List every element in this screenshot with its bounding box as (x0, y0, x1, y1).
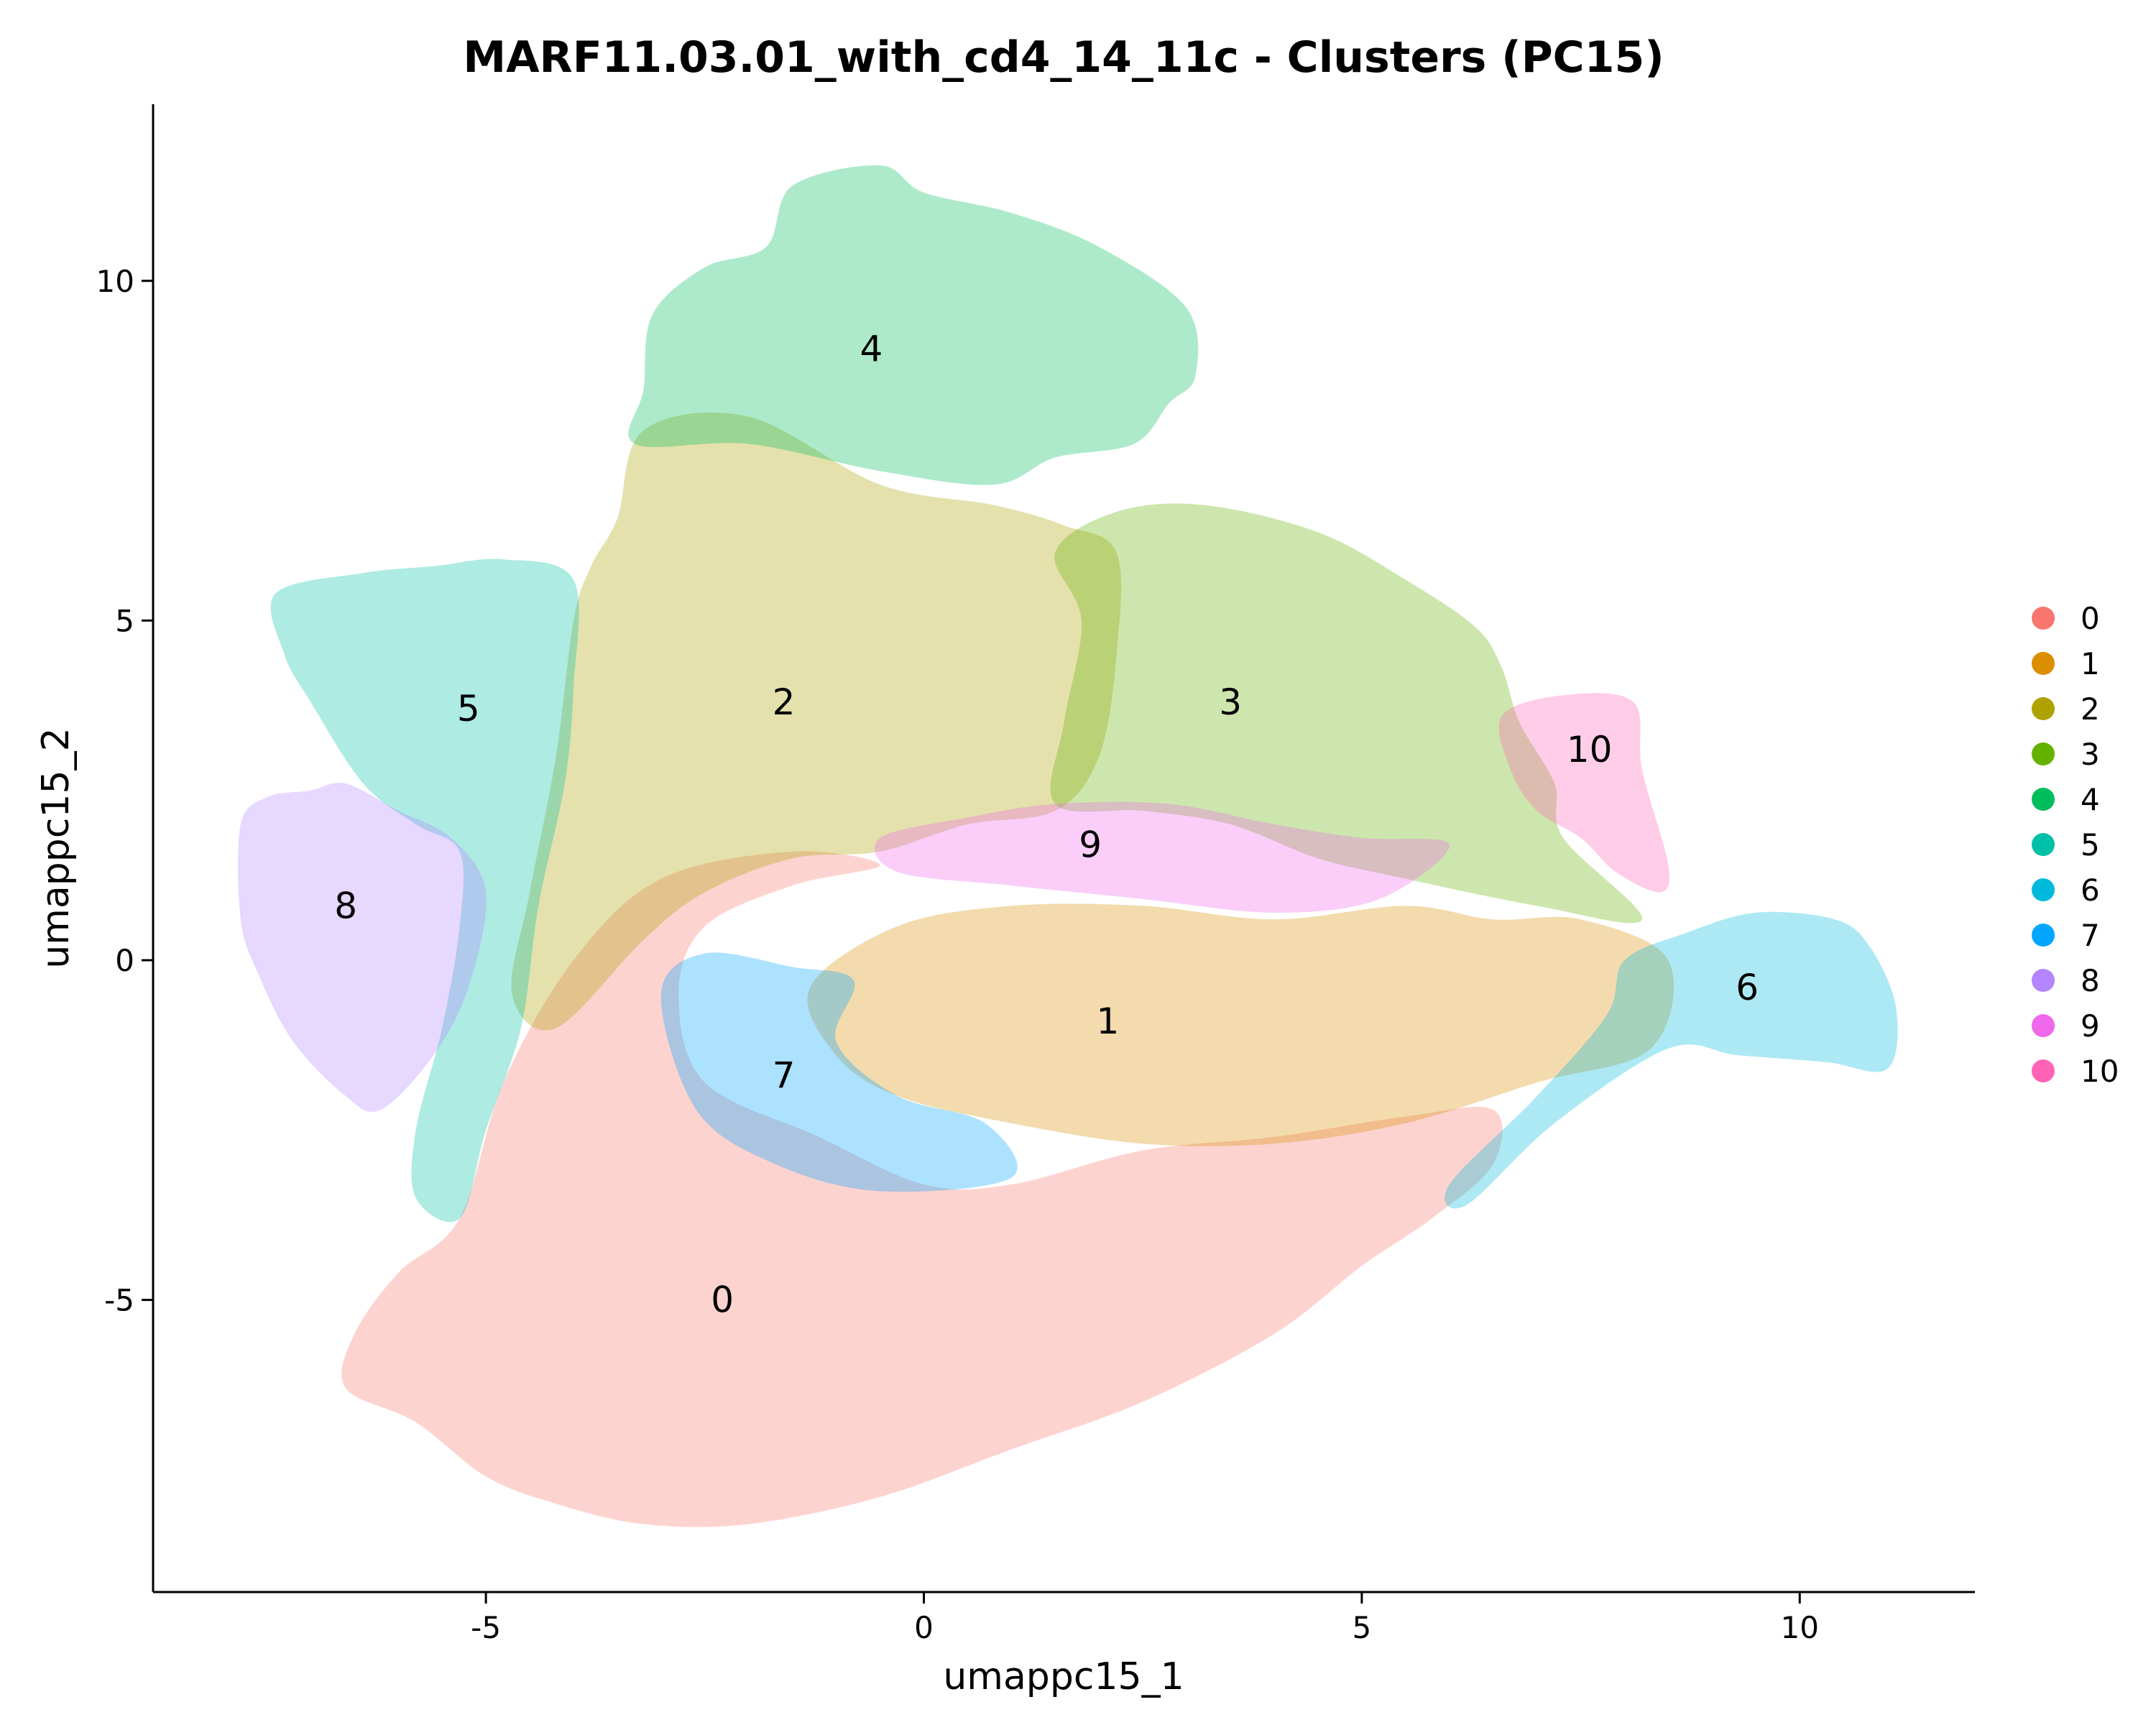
legend-label-3: 3 (2081, 737, 2100, 772)
legend-key-6 (2032, 878, 2055, 901)
cluster-0-points (341, 851, 1503, 1527)
cluster-legend: 0 1 2 3 4 5 6 7 8 9 10 (2032, 601, 2119, 1089)
cluster-label-7: 7 (773, 1055, 796, 1097)
legend-label-0: 0 (2081, 601, 2100, 636)
legend-label-9: 9 (2081, 1008, 2100, 1044)
cluster-label-1: 1 (1096, 1000, 1119, 1042)
legend-label-7: 7 (2081, 918, 2100, 953)
y-tick-label: 0 (115, 943, 134, 978)
y-tick-label: 10 (96, 264, 134, 299)
legend-key-4 (2032, 788, 2055, 811)
cluster-6-points (1445, 911, 1898, 1209)
legend-key-8 (2032, 969, 2055, 992)
legend-key-9 (2032, 1014, 2055, 1037)
x-tick-label: -5 (471, 1610, 501, 1645)
cluster-4-points (628, 165, 1199, 485)
y-tick-label: 5 (115, 603, 134, 638)
cluster-label-6: 6 (1736, 967, 1759, 1008)
cluster-label-2: 2 (773, 681, 796, 723)
y-tick-label: -5 (104, 1283, 134, 1318)
legend-key-10 (2032, 1059, 2055, 1082)
cluster-3-points (1050, 503, 1643, 924)
legend-key-0 (2032, 607, 2055, 630)
x-tick-label: 10 (1781, 1610, 1819, 1645)
plot-area: 0 1 2 3 4 5 6 7 8 9 10 (238, 165, 1898, 1527)
cluster-10-points (1498, 693, 1669, 893)
cluster-label-4: 4 (860, 328, 883, 369)
cluster-2-points (511, 412, 1122, 1031)
legend-label-4: 4 (2081, 782, 2100, 817)
legend-key-2 (2032, 697, 2055, 720)
legend-label-10: 10 (2081, 1054, 2119, 1089)
x-axis-title: umappc15_1 (943, 1655, 1184, 1698)
x-axis-ticks: -5 0 5 10 (471, 1592, 1819, 1645)
cluster-point-clouds (238, 165, 1898, 1527)
legend-label-5: 5 (2081, 827, 2100, 862)
y-axis-title: umappc15_2 (34, 727, 78, 968)
cluster-8-points (238, 783, 487, 1113)
cluster-1-points (807, 903, 1674, 1146)
legend-label-8: 8 (2081, 963, 2100, 998)
legend-label-1: 1 (2081, 646, 2100, 681)
legend-key-5 (2032, 833, 2055, 856)
y-axis-ticks: -5 0 5 10 (96, 264, 153, 1318)
chart-title: MARF11.03.01_with_cd4_14_11c - Clusters … (463, 32, 1664, 83)
cluster-labels: 0 1 2 3 4 5 6 7 8 9 10 (334, 328, 1759, 1320)
legend-key-1 (2032, 652, 2055, 675)
cluster-label-3: 3 (1219, 681, 1242, 723)
legend-label-6: 6 (2081, 873, 2100, 908)
cluster-label-8: 8 (334, 885, 357, 926)
cluster-5-points (270, 558, 579, 1223)
x-tick-label: 0 (914, 1610, 934, 1645)
x-tick-label: 5 (1353, 1610, 1372, 1645)
cluster-7-points (660, 952, 1018, 1192)
legend-key-7 (2032, 924, 2055, 947)
cluster-label-5: 5 (457, 688, 480, 730)
cluster-label-10: 10 (1567, 729, 1613, 770)
legend-label-2: 2 (2081, 691, 2100, 727)
cluster-9-points (874, 801, 1450, 913)
cluster-label-9: 9 (1079, 824, 1102, 865)
legend-key-3 (2032, 742, 2055, 765)
cluster-label-0: 0 (711, 1279, 734, 1321)
